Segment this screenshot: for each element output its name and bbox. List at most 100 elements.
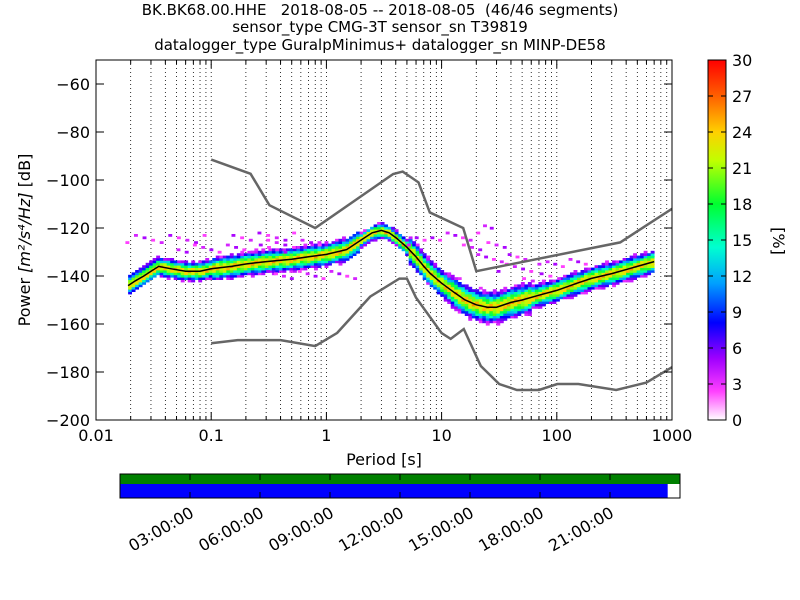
psd-cell <box>594 270 599 273</box>
psd-cell <box>380 222 385 225</box>
psd-cell <box>429 265 434 268</box>
psd-cell <box>594 279 599 283</box>
noise-model-lines <box>210 158 672 392</box>
psd-cell <box>615 262 620 266</box>
psd-cell <box>285 253 290 256</box>
psd-cell <box>499 315 504 319</box>
psd-cell <box>475 310 480 314</box>
psd-cell <box>594 272 599 276</box>
psd-cell <box>282 267 287 271</box>
psd-cell <box>640 260 645 264</box>
psd-cell <box>555 282 560 285</box>
psd-cell <box>356 236 360 240</box>
psd-cell <box>125 241 130 244</box>
psd-cell <box>461 310 466 314</box>
psd-cell <box>242 248 247 252</box>
psd-cell <box>605 277 609 280</box>
psd-cell <box>503 296 508 300</box>
psd-cell <box>489 313 494 316</box>
psd-cell <box>236 262 241 266</box>
psd-cell <box>166 272 171 276</box>
psd-cell <box>468 296 473 300</box>
psd-cell <box>647 260 652 264</box>
psd-cell <box>215 272 220 276</box>
psd-cell <box>366 238 371 242</box>
psd-cell <box>310 253 315 256</box>
psd-cell <box>363 234 367 237</box>
psd-cell <box>541 298 546 302</box>
psd-cell <box>166 258 171 261</box>
psd-cell <box>313 250 318 254</box>
psd-cell <box>471 298 476 302</box>
psd-cell <box>450 303 455 307</box>
psd-cell <box>345 243 350 247</box>
psd-cell <box>626 262 631 266</box>
psd-cell <box>433 270 438 273</box>
psd-cell <box>415 255 420 259</box>
psd-cell <box>328 262 332 266</box>
psd-cell <box>356 246 360 249</box>
psd-cell <box>198 277 203 280</box>
psd-cell <box>271 258 276 261</box>
psd-cell <box>215 260 220 264</box>
psd-cell <box>496 308 501 312</box>
psd-cell <box>145 277 150 280</box>
psd-cell <box>184 250 189 254</box>
psd-cell <box>619 267 623 271</box>
psd-cell <box>271 248 276 252</box>
psd-cell <box>440 284 445 288</box>
psd-cell <box>208 277 213 280</box>
psd-cell <box>492 289 497 292</box>
psd-cell <box>545 284 550 288</box>
psd-cell <box>517 294 522 297</box>
psd-cell <box>324 260 329 264</box>
psd-cell <box>282 270 287 273</box>
psd-cell <box>538 284 543 288</box>
psd-cell <box>419 258 424 261</box>
psd-cell <box>482 310 487 314</box>
psd-cell <box>377 224 382 228</box>
psd-cell <box>159 272 164 276</box>
psd-cell <box>243 272 248 276</box>
psd-cell <box>538 282 543 285</box>
psd-cell <box>598 286 602 290</box>
psd-cell <box>629 267 634 271</box>
psd-cell <box>338 255 343 259</box>
psd-cell <box>520 291 525 295</box>
y-tick-label: −140 <box>46 267 90 286</box>
psd-cell <box>236 260 241 264</box>
psd-cell <box>282 260 287 264</box>
psd-cell <box>405 238 410 242</box>
psd-cell <box>548 296 553 300</box>
psd-cell <box>587 282 592 285</box>
psd-cell <box>569 294 574 297</box>
psd-cell <box>356 250 360 254</box>
psd-cell <box>629 265 634 268</box>
psd-cell <box>513 301 518 304</box>
psd-cell <box>489 294 494 297</box>
psd-cell <box>299 250 304 254</box>
psd-cell <box>163 265 168 268</box>
psd-cell <box>433 267 438 271</box>
psd-cell <box>566 274 571 278</box>
psd-cell <box>524 310 529 314</box>
psd-cell <box>233 270 238 273</box>
psd-cell <box>254 260 259 264</box>
psd-cell <box>138 282 143 285</box>
psd-cell <box>584 267 588 271</box>
psd-cell <box>292 265 297 268</box>
psd-cell <box>447 294 452 297</box>
psd-cell <box>566 294 571 297</box>
psd-cell <box>436 267 441 271</box>
psd-cell <box>517 306 522 309</box>
psd-cell <box>422 272 427 276</box>
psd-cell <box>131 272 136 276</box>
time-tick-label: 06:00:00 <box>195 503 267 555</box>
psd-cell <box>475 313 480 316</box>
psd-cell <box>464 306 469 309</box>
psd-cell <box>457 282 462 285</box>
psd-cell <box>484 255 489 259</box>
psd-cell <box>485 310 490 314</box>
psd-cell <box>489 298 494 302</box>
